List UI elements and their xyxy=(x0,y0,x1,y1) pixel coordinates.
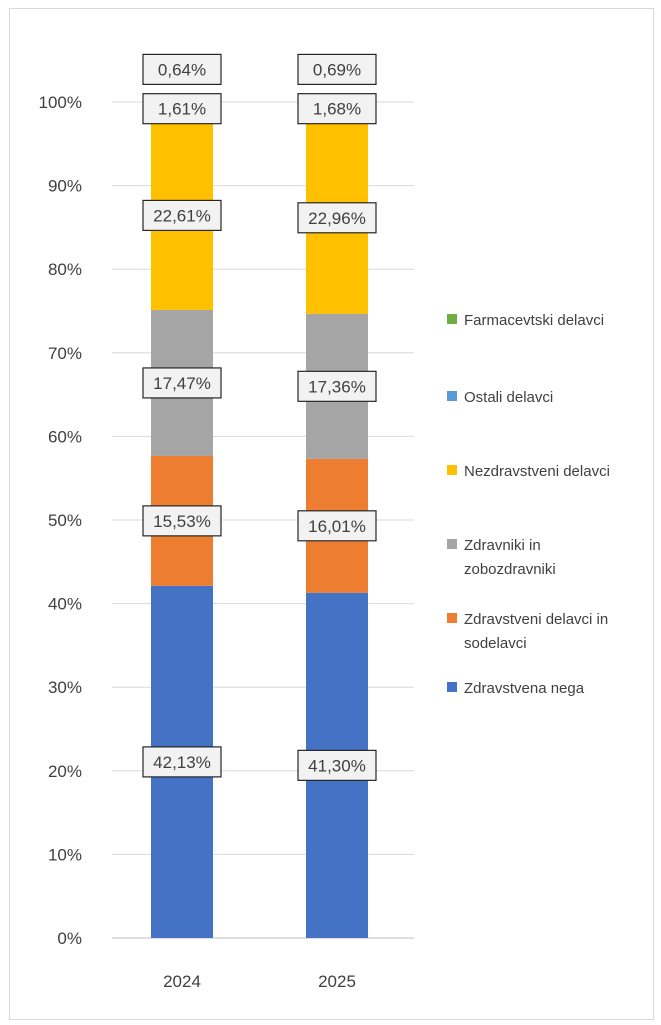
legend-label: Nezdravstveni delavci xyxy=(464,463,610,480)
y-tick-label: 80% xyxy=(48,260,82,279)
legend-item: Farmacevtski delavci xyxy=(447,312,604,329)
data-label-text: 42,13% xyxy=(153,753,211,772)
legend-swatch xyxy=(447,682,457,692)
data-label: 22,96% xyxy=(297,202,377,234)
y-tick-label: 60% xyxy=(48,427,82,446)
legend-item: Zdravstveni delavci in sodelavci xyxy=(447,611,608,652)
legend: Farmacevtski delavci Ostali delavci Nezdra… xyxy=(447,312,610,697)
data-label-box xyxy=(142,199,222,232)
y-tick-label: 40% xyxy=(48,595,82,614)
data-label-box xyxy=(142,367,222,399)
legend-label: Zdravstvena nega xyxy=(464,680,585,697)
data-label: 1,61% xyxy=(142,93,222,125)
data-label: 0,64% xyxy=(142,53,222,85)
data-label-box xyxy=(297,749,377,781)
data-label: 17,36% xyxy=(297,370,377,402)
data-label: 22,61% xyxy=(142,199,222,232)
data-label-box xyxy=(297,510,377,542)
data-label-box xyxy=(142,746,222,778)
chart-frame: 42,13% 15,53% 17,47% 22,61% 1,61% 0,64% 41,30%… xyxy=(9,8,654,1020)
legend-swatch xyxy=(447,465,457,475)
y-tick-label: 20% xyxy=(48,762,82,781)
legend-label: Farmacevtski delavci xyxy=(464,312,604,329)
data-label-box xyxy=(297,202,377,234)
legend-swatch xyxy=(447,539,457,549)
data-label-text: 22,61% xyxy=(153,206,211,225)
data-label-text: 0,69% xyxy=(313,60,361,79)
data-label: 17,47% xyxy=(142,367,222,399)
y-tick-label: 70% xyxy=(48,344,82,363)
data-label-box xyxy=(297,93,377,125)
legend-swatch xyxy=(447,314,457,324)
data-label-text: 17,47% xyxy=(153,374,211,393)
data-label-text: 1,61% xyxy=(158,100,206,119)
data-label-text: 41,30% xyxy=(308,756,366,775)
data-label-box xyxy=(297,370,377,402)
data-label-box xyxy=(142,505,222,537)
data-label: 15,53% xyxy=(142,505,222,537)
y-tick-label: 0% xyxy=(57,929,82,948)
data-label-text: 15,53% xyxy=(153,512,211,531)
y-tick-label: 30% xyxy=(48,678,82,697)
legend-item: Zdravniki in zobozdravniki xyxy=(447,537,556,578)
data-labels: 42,13% 15,53% 17,47% 22,61% 1,61% 0,64% 41,30%… xyxy=(142,53,377,781)
data-label-text: 1,68% xyxy=(313,100,361,119)
data-label-box xyxy=(142,93,222,125)
data-label-box xyxy=(142,53,222,85)
legend-item: Zdravstvena nega xyxy=(447,680,585,697)
data-label: 1,68% xyxy=(297,93,377,125)
y-tick-label: 100% xyxy=(39,93,82,112)
data-label-text: 17,36% xyxy=(308,377,366,396)
data-label-text: 22,96% xyxy=(308,209,366,228)
data-label: 16,01% xyxy=(297,510,377,542)
legend-swatch xyxy=(447,391,457,401)
axes: 0% 10% 20% 30% 40% 50% 60% 70% 80% 90% 100% 2024 202… xyxy=(39,93,356,991)
stacked-bar-chart: 42,13% 15,53% 17,47% 22,61% 1,61% 0,64% 41,30%… xyxy=(39,53,610,991)
y-tick-label: 90% xyxy=(48,177,82,196)
y-tick-label: 10% xyxy=(48,845,82,864)
y-tick-label: 50% xyxy=(48,511,82,530)
data-label: 0,69% xyxy=(297,53,377,85)
data-label-box xyxy=(297,53,377,85)
legend-label: Zdravniki in zobozdravniki xyxy=(464,537,556,578)
legend-label: Zdravstveni delavci in sodelavci xyxy=(464,611,608,652)
data-label-text: 16,01% xyxy=(308,517,366,536)
data-label-text: 0,64% xyxy=(158,60,206,79)
legend-item: Nezdravstveni delavci xyxy=(447,463,610,480)
data-label: 41,30% xyxy=(297,749,377,781)
legend-item: Ostali delavci xyxy=(447,389,553,406)
x-tick-label: 2024 xyxy=(163,972,201,991)
legend-label: Ostali delavci xyxy=(464,389,553,406)
legend-swatch xyxy=(447,613,457,623)
x-tick-label: 2025 xyxy=(318,972,356,991)
data-label: 42,13% xyxy=(142,746,222,778)
